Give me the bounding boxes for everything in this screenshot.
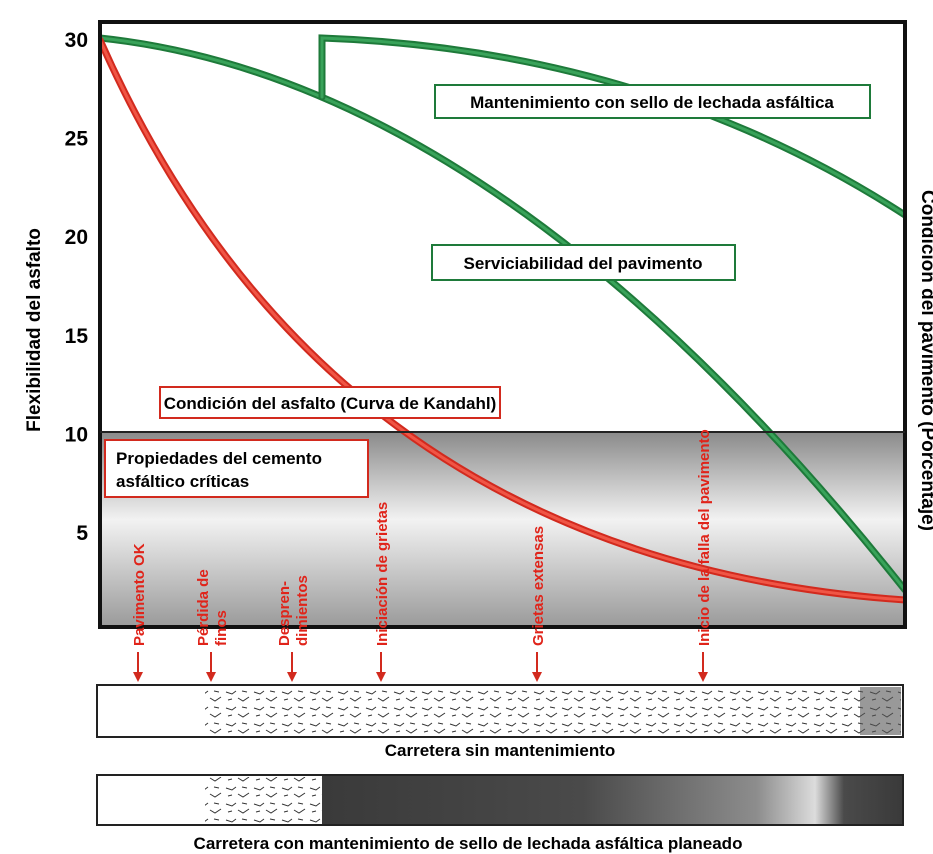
stage-label: Despren- bbox=[276, 581, 293, 646]
stage-arrowhead bbox=[287, 672, 297, 682]
maintenance-curve bbox=[322, 38, 905, 215]
stage-label: Pérdida de bbox=[195, 569, 212, 646]
y-tick-label: 30 bbox=[65, 29, 88, 52]
stage-label: finos bbox=[213, 610, 230, 646]
stage-label: Iniciación de grietas bbox=[374, 502, 391, 646]
serviceability-label: Serviciabilidad del pavimento bbox=[463, 254, 702, 273]
critical-label: Propiedades del cemento bbox=[116, 449, 322, 468]
stage-arrowhead bbox=[133, 672, 143, 682]
stage-label: Grietas extensas bbox=[530, 526, 547, 646]
y-axis-label: Flexibilidad del asfalto bbox=[24, 228, 45, 432]
stage-arrowhead bbox=[532, 672, 542, 682]
road-caption: Carretera con mantenimiento de sello de … bbox=[194, 834, 743, 853]
stage-arrowhead bbox=[698, 672, 708, 682]
y-tick-label: 15 bbox=[65, 325, 89, 348]
road-caption: Carretera sin mantenimiento bbox=[385, 741, 616, 760]
asphalt-label: Condición del asfalto (Curva de Kandahl) bbox=[164, 394, 496, 413]
maintenance-label: Mantenimiento con sello de lechada asfál… bbox=[470, 93, 834, 112]
y-tick-label: 10 bbox=[65, 423, 88, 446]
stage-label: dimientos bbox=[294, 575, 311, 646]
road-cracks bbox=[205, 777, 322, 823]
right-axis-label: Condición del pavimento (Porcentaje) bbox=[917, 190, 933, 531]
y-tick-label: 5 bbox=[76, 522, 88, 545]
y-tick-label: 25 bbox=[65, 128, 89, 151]
road-cracks bbox=[205, 687, 901, 735]
critical-label: asfáltico críticas bbox=[116, 472, 249, 491]
stage-label: Pavimento OK bbox=[131, 543, 148, 646]
stage-arrowhead bbox=[376, 672, 386, 682]
road-sealed bbox=[322, 776, 902, 824]
stage-label: Inicio de la falla del pavimento bbox=[696, 429, 713, 646]
diagram: Flexibilidad del asfalto Condición del p… bbox=[0, 0, 933, 854]
maintenance-curve-highlight bbox=[322, 38, 905, 215]
road-failure bbox=[860, 687, 901, 735]
y-tick-label: 20 bbox=[65, 226, 88, 249]
stage-arrowhead bbox=[206, 672, 216, 682]
